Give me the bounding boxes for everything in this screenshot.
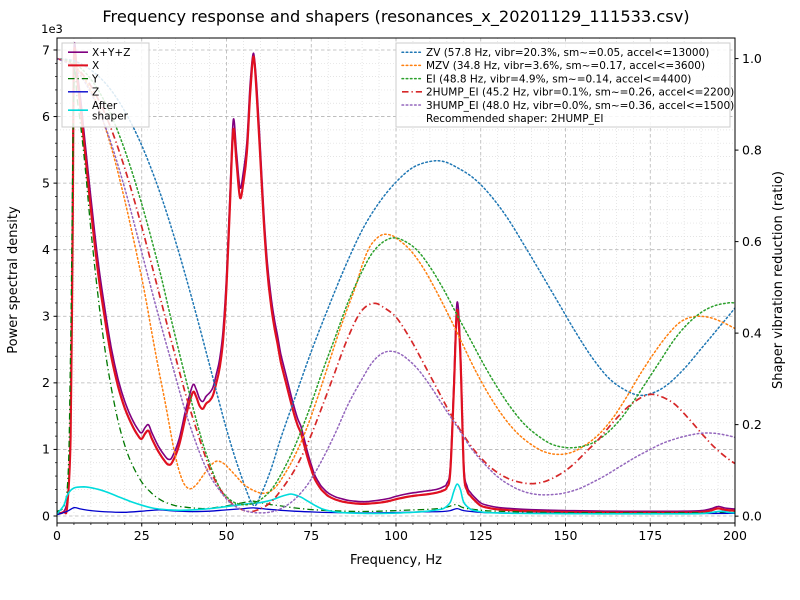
legend-label-after-shaper: After [92,100,118,112]
legend-label-z: Z [92,87,99,99]
legend-label-x: X [92,60,99,72]
y-right-tick-label: 0.2 [742,417,762,432]
x-tick-label: 50 [219,528,235,543]
legend-label-x-y-z: X+Y+Z [92,47,130,59]
legend-label-y: Y [91,73,99,85]
y-left-tick-label: 3 [42,309,50,324]
curve-after-shaper [57,483,735,515]
curve-x [57,46,735,516]
chart-title: Frequency response and shapers (resonanc… [102,7,689,27]
legend-recommended-note: Recommended shaper: 2HUMP_EI [426,113,604,125]
legend-right-box [395,42,731,128]
legend-label-2hump-ei: 2HUMP_EI (45.2 Hz, vibr=0.1%, sm~=0.26, … [426,87,734,99]
curve-y [57,65,735,514]
y-left-tick-label: 4 [42,242,50,257]
curve-ei [57,57,735,506]
x-tick-label: 200 [723,528,747,543]
x-tick-label: 75 [303,528,319,543]
y-left-tick-label: 2 [42,375,50,390]
legend-label-zv: ZV (57.8 Hz, vibr=20.3%, sm~=0.05, accel… [426,47,709,59]
legend-label-after-shaper: shaper [92,111,129,123]
data-curves [57,41,735,516]
legend-left-box [61,42,150,128]
curve-2hump-ei [57,57,735,513]
curve-x-y-z [57,41,735,515]
y-left-tick-label: 5 [42,175,50,190]
x-tick-label: 175 [638,528,662,543]
y-right-tick-label: 0.4 [742,325,762,340]
x-tick-label: 150 [554,528,578,543]
x-tick-label: 25 [134,528,150,543]
curve-zv [57,57,735,507]
legend-right: ZV (57.8 Hz, vibr=20.3%, sm~=0.05, accel… [395,42,734,128]
y-right-tick-label: 0.0 [742,508,762,523]
y-right-tick-label: 0.6 [742,234,762,249]
y-left-tick-label: 1 [42,442,50,457]
x-tick-label: 0 [53,528,61,543]
y-right-tick-label: 0.8 [742,142,762,157]
x-tick-label: 125 [469,528,493,543]
legend-label-3hump-ei: 3HUMP_EI (48.0 Hz, vibr=0.0%, sm~=0.36, … [426,100,734,112]
y-axis-right-label: Shaper vibration reduction (ratio) [771,171,786,389]
x-tick-label: 100 [384,528,408,543]
tick-labels: 0 25 50 75 100 125 150 175 200 0 1 2 3 4 5 6 7 0.0 0.2 0.4 0… [42,42,762,543]
y-left-tick-label: 7 [42,42,50,57]
y-right-tick-label: 1.0 [742,51,762,66]
y-left-tick-label: 6 [42,109,50,124]
legend-label-ei: EI (48.8 Hz, vibr=4.9%, sm~=0.14, accel<… [426,73,691,85]
x-axis-label: Frequency, Hz [350,553,442,568]
curve-mzv [57,57,735,495]
y-left-tick-label: 0 [42,508,50,523]
y-axis-left-label: Power spectral density [6,206,21,354]
y-axis-offset-label: 1e3 [41,22,63,36]
legend-label-mzv: MZV (34.8 Hz, vibr=3.6%, sm~=0.17, accel… [426,60,705,72]
